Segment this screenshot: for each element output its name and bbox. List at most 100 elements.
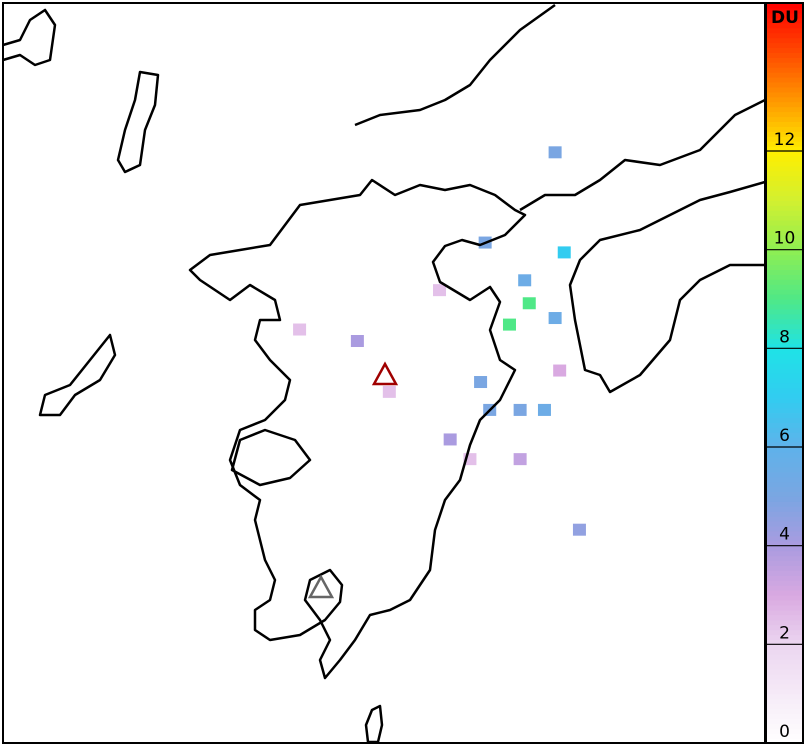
colorbar-segment — [766, 432, 803, 438]
colorbar-segment — [766, 175, 803, 182]
colorbar-segment — [766, 190, 803, 196]
colorbar-segment — [766, 72, 803, 78]
colorbar-segment — [766, 575, 803, 581]
colorbar-segment — [766, 185, 803, 192]
colorbar-segment — [766, 57, 803, 63]
colorbar-segment — [766, 180, 803, 187]
colorbar-segment — [766, 249, 803, 256]
colorbar-segment — [766, 565, 803, 571]
colorbar-segment — [766, 654, 803, 660]
colorbar-segment — [766, 570, 803, 576]
so2-cell — [537, 403, 551, 416]
colorbar-segment — [766, 604, 803, 611]
kyushu-coast — [188, 178, 527, 680]
colorbar-segment — [766, 698, 803, 705]
colorbar-segment — [766, 121, 803, 127]
colorbar-segment — [766, 595, 803, 601]
colorbar-segment — [766, 585, 803, 591]
colorbar-segment — [766, 481, 803, 488]
colorbar-segment — [766, 392, 803, 399]
colorbar-segment — [766, 77, 803, 83]
colorbar-segment — [766, 205, 803, 211]
so2-cell — [293, 323, 307, 336]
colorbar-segment — [766, 284, 803, 290]
colorbar-segment — [766, 62, 803, 68]
colorbar-segment — [766, 402, 803, 409]
colorbar-segment — [766, 234, 803, 241]
colorbar-segment — [766, 279, 803, 285]
colorbar-segment — [766, 644, 803, 650]
colorbar-segment — [766, 412, 803, 418]
colorbar-tick-label: 10 — [774, 229, 796, 249]
colorbar-segment — [766, 42, 803, 48]
colorbar-segment — [766, 427, 803, 433]
colorbar-segment — [766, 200, 803, 206]
colorbar-segment — [766, 599, 803, 606]
colorbar-segment — [766, 12, 803, 19]
so2-cell — [433, 284, 447, 297]
colorbar-segment — [766, 614, 803, 621]
colorbar-label: DU — [771, 8, 799, 28]
colorbar-segment — [766, 461, 803, 468]
colorbar-segment — [766, 259, 803, 266]
colorbar-segment — [766, 629, 803, 636]
so2-cell — [548, 146, 562, 159]
colorbar-segment — [766, 215, 803, 221]
so2-cell — [350, 335, 364, 348]
colorbar-segment — [766, 491, 803, 497]
colorbar-segment — [766, 151, 803, 157]
volcano-marker — [371, 361, 399, 386]
colorbar-segment — [766, 501, 803, 507]
colorbar-segment — [766, 155, 803, 162]
colorbar-segment — [766, 738, 803, 744]
colorbar-segment — [766, 511, 803, 517]
colorbar-segment — [766, 239, 803, 246]
so2-cell — [522, 297, 536, 310]
colorbar-segment — [766, 639, 803, 645]
colorbar-segment — [766, 67, 803, 73]
colorbar-segment — [766, 7, 803, 14]
korea-coast — [2, 8, 57, 67]
so2-cell — [513, 403, 527, 416]
colorbar-segment — [766, 160, 803, 167]
colorbar-segment — [766, 580, 803, 586]
colorbar-tick-label: 2 — [779, 623, 790, 643]
colorbar-tick-label: 12 — [774, 130, 796, 150]
colorbar-segment — [766, 91, 803, 98]
colorbar-segment — [766, 649, 803, 655]
colorbar-segment — [766, 96, 803, 103]
colorbar-segment — [766, 397, 803, 404]
colorbar-segment — [766, 486, 803, 492]
colorbar-segment — [766, 530, 803, 537]
colorbar-segment — [766, 693, 803, 700]
amakusa-coast — [230, 428, 312, 487]
colorbar-segment — [766, 299, 803, 305]
goto-coast — [38, 333, 117, 417]
colorbar-segment — [766, 229, 803, 236]
colorbar-segment — [766, 308, 803, 315]
colorbar-segment — [766, 126, 803, 132]
colorbar: 0 2 4 6 8 10 12 — [766, 3, 803, 744]
colorbar-segment — [766, 210, 803, 216]
colorbar-segment — [766, 37, 803, 44]
colorbar-segment — [766, 141, 803, 147]
colorbar-segment — [766, 525, 803, 532]
colorbar-segment — [766, 476, 803, 483]
so2-cell — [513, 453, 527, 466]
so2-cell — [572, 523, 586, 536]
colorbar-segment — [766, 669, 803, 675]
colorbar-segment — [766, 540, 803, 547]
colorbar-segment — [766, 343, 803, 349]
colorbar-segment — [766, 708, 803, 714]
colorbar-segment — [766, 713, 803, 719]
colorbar-segment — [766, 456, 803, 463]
coastlines — [2, 3, 766, 744]
colorbar-segment — [766, 254, 803, 261]
colorbar-segment — [766, 244, 803, 251]
colorbar-frame — [765, 2, 804, 744]
colorbar-segment — [766, 52, 803, 58]
colorbar-segment — [766, 407, 803, 414]
colorbar-segment — [766, 318, 803, 325]
colorbar-segment — [766, 131, 803, 137]
colorbar-segment — [766, 3, 803, 9]
